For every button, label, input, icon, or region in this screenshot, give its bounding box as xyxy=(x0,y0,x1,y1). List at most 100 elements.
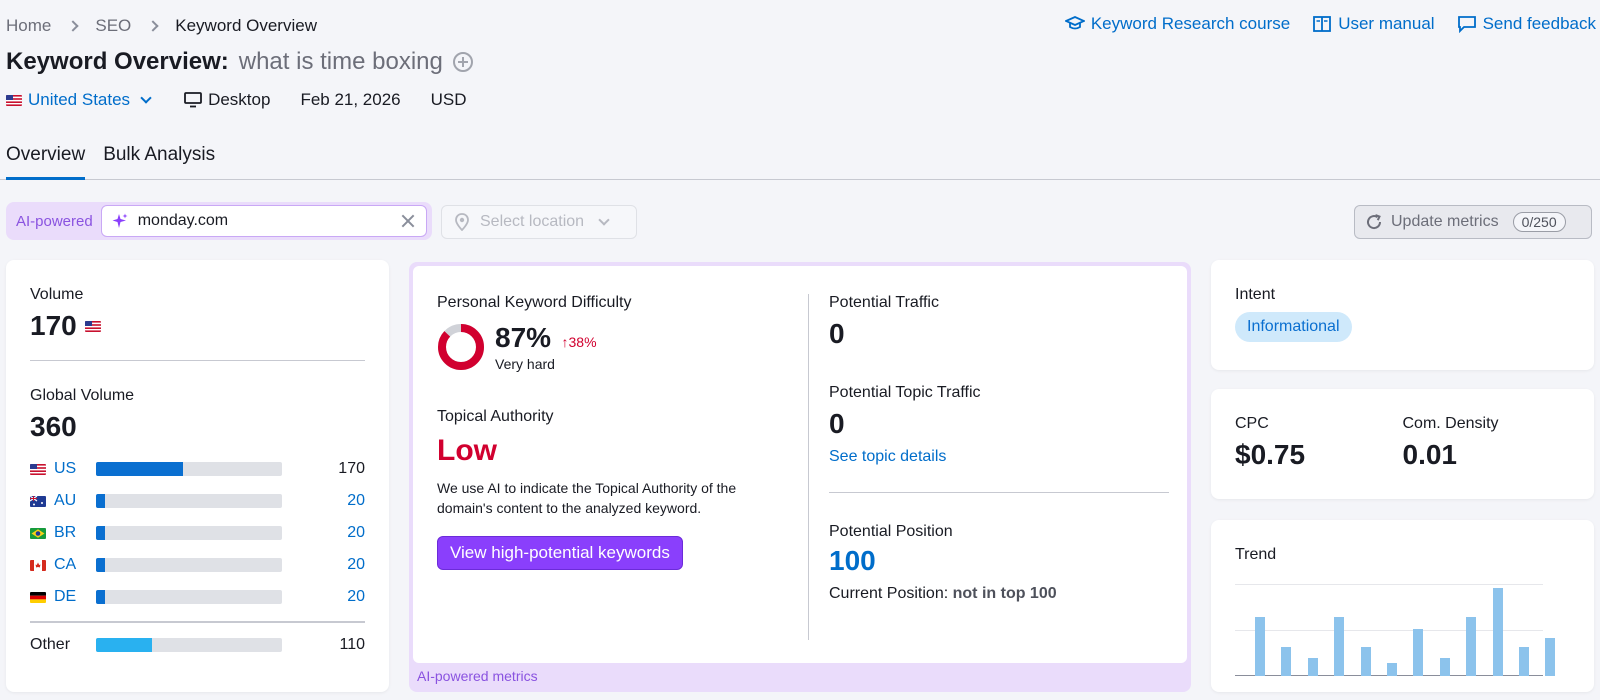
trend-bar[interactable] xyxy=(1413,629,1424,676)
trend-card: Trend xyxy=(1211,520,1594,692)
br-flag-icon xyxy=(30,527,46,539)
cpc-label: CPC xyxy=(1235,415,1269,432)
ai-metrics-panel: Personal Keyword Difficulty 87% ↑38% Ver… xyxy=(409,262,1191,692)
divider xyxy=(30,360,365,361)
update-metrics-button[interactable]: Update metrics 0/250 xyxy=(1354,205,1592,239)
ai-powered-label: AI-powered xyxy=(16,212,93,230)
trend-bar[interactable] xyxy=(1439,658,1450,676)
country-volume[interactable]: 20 xyxy=(347,556,365,573)
tab-overview[interactable]: Overview xyxy=(6,138,86,180)
trend-bar[interactable] xyxy=(1492,588,1503,676)
volume-bar xyxy=(96,558,282,572)
volume-bar xyxy=(96,462,282,476)
volume-bar xyxy=(96,638,282,652)
country-code[interactable]: CA xyxy=(54,556,77,573)
country-volume[interactable]: 20 xyxy=(347,524,365,541)
trend-bar[interactable] xyxy=(1255,617,1265,676)
country-volume[interactable]: 20 xyxy=(347,588,365,605)
potential-position-label: Potential Position xyxy=(829,523,953,540)
intent-badge: Informational xyxy=(1235,312,1352,342)
desktop-icon xyxy=(184,92,202,108)
currency-label: USD xyxy=(430,90,467,109)
keyword-course-label: Keyword Research course xyxy=(1090,14,1291,33)
ca-flag-icon xyxy=(30,559,46,571)
pkd-delta-value: 38% xyxy=(568,334,597,350)
trend-bar[interactable] xyxy=(1466,617,1477,676)
us-flag-icon xyxy=(84,320,101,332)
domain-input[interactable]: monday.com xyxy=(100,205,427,237)
breadcrumb-current: Keyword Overview xyxy=(175,16,317,35)
country-selector[interactable]: United States xyxy=(6,90,154,110)
us-flag-icon xyxy=(30,463,46,475)
potential-topic-traffic-value: 0 xyxy=(829,408,845,439)
trend-bar[interactable] xyxy=(1360,646,1371,676)
clear-icon[interactable] xyxy=(400,213,416,229)
density-value: 0.01 xyxy=(1402,439,1458,470)
trend-bar[interactable] xyxy=(1545,638,1556,676)
page-title-keyword: what is time boxing xyxy=(238,48,443,75)
chat-bubble-icon xyxy=(1457,16,1476,33)
trend-label: Trend xyxy=(1235,546,1277,563)
location-pin-icon xyxy=(455,213,469,231)
breadcrumb-seo[interactable]: SEO xyxy=(95,16,132,35)
trend-bar[interactable] xyxy=(1519,646,1529,676)
tab-bulk-analysis[interactable]: Bulk Analysis xyxy=(103,144,216,165)
intent-label: Intent xyxy=(1235,286,1276,303)
chevron-down-icon xyxy=(140,92,152,104)
pkd-description: Very hard xyxy=(495,356,555,372)
country-row-us: US 170 xyxy=(30,453,365,485)
country-code[interactable]: AU xyxy=(54,492,77,509)
global-volume-value: 360 xyxy=(30,411,77,442)
location-select[interactable]: Select location xyxy=(441,205,637,239)
trend-bar[interactable] xyxy=(1334,617,1345,676)
ai-domain-filter: AI-powered monday.com xyxy=(6,202,432,240)
volume-bar xyxy=(96,526,282,540)
trend-bar[interactable] xyxy=(1387,662,1397,676)
intent-card: Intent Informational xyxy=(1211,260,1594,370)
domain-input-value: monday.com xyxy=(137,212,229,229)
other-label: Other xyxy=(30,636,71,653)
country-code[interactable]: US xyxy=(54,460,77,477)
user-manual-link[interactable]: User manual xyxy=(1312,14,1435,34)
country-row-au: AU 20 xyxy=(30,485,365,517)
add-keyword-icon[interactable] xyxy=(452,52,473,72)
country-volume[interactable]: 20 xyxy=(347,492,365,509)
volume-label: Volume xyxy=(30,286,84,303)
refresh-icon xyxy=(1367,214,1382,230)
difficulty-donut xyxy=(438,324,484,370)
country-volume: 170 xyxy=(338,460,365,477)
tab-bar: Overview Bulk Analysis xyxy=(0,138,1600,180)
us-flag-icon xyxy=(6,94,22,106)
potential-traffic-value: 0 xyxy=(829,318,845,349)
country-code[interactable]: DE xyxy=(54,588,77,605)
ai-metrics-footer: AI-powered metrics xyxy=(417,668,538,684)
book-icon xyxy=(1313,16,1332,32)
country-label: United States xyxy=(28,90,131,109)
graduation-cap-icon xyxy=(1064,16,1085,30)
current-position-value: not in top 100 xyxy=(952,585,1057,602)
date-label: Feb 21, 2026 xyxy=(300,90,401,109)
update-metrics-label: Update metrics xyxy=(1391,213,1499,230)
search-meta: United States Desktop Feb 21, 2026 USD xyxy=(6,90,467,110)
arrow-up-icon: ↑ xyxy=(561,334,569,350)
send-feedback-link[interactable]: Send feedback xyxy=(1457,14,1596,34)
breadcrumb: Home SEO Keyword Overview xyxy=(6,16,317,36)
device-label: Desktop xyxy=(208,90,271,109)
topical-authority-value: Low xyxy=(437,434,497,467)
global-volume-label: Global Volume xyxy=(30,387,135,404)
trend-bar[interactable] xyxy=(1281,646,1292,676)
chevron-right-icon xyxy=(67,20,80,32)
breadcrumb-home[interactable]: Home xyxy=(6,16,52,35)
help-links: Keyword Research course User manual Send… xyxy=(1064,14,1596,34)
potential-position-value: 100 xyxy=(829,545,876,576)
trend-bar[interactable] xyxy=(1307,658,1318,676)
location-placeholder: Select location xyxy=(480,213,585,230)
trend-chart xyxy=(1235,584,1556,676)
volume-value: 170 xyxy=(30,310,77,341)
view-high-potential-keywords-button[interactable]: View high-potential keywords xyxy=(437,536,683,570)
pkd-label: Personal Keyword Difficulty xyxy=(437,294,632,311)
see-topic-details-link[interactable]: See topic details xyxy=(829,448,947,465)
country-code[interactable]: BR xyxy=(54,524,77,541)
current-position-label: Current Position: xyxy=(829,585,949,602)
keyword-course-link[interactable]: Keyword Research course xyxy=(1064,14,1291,34)
